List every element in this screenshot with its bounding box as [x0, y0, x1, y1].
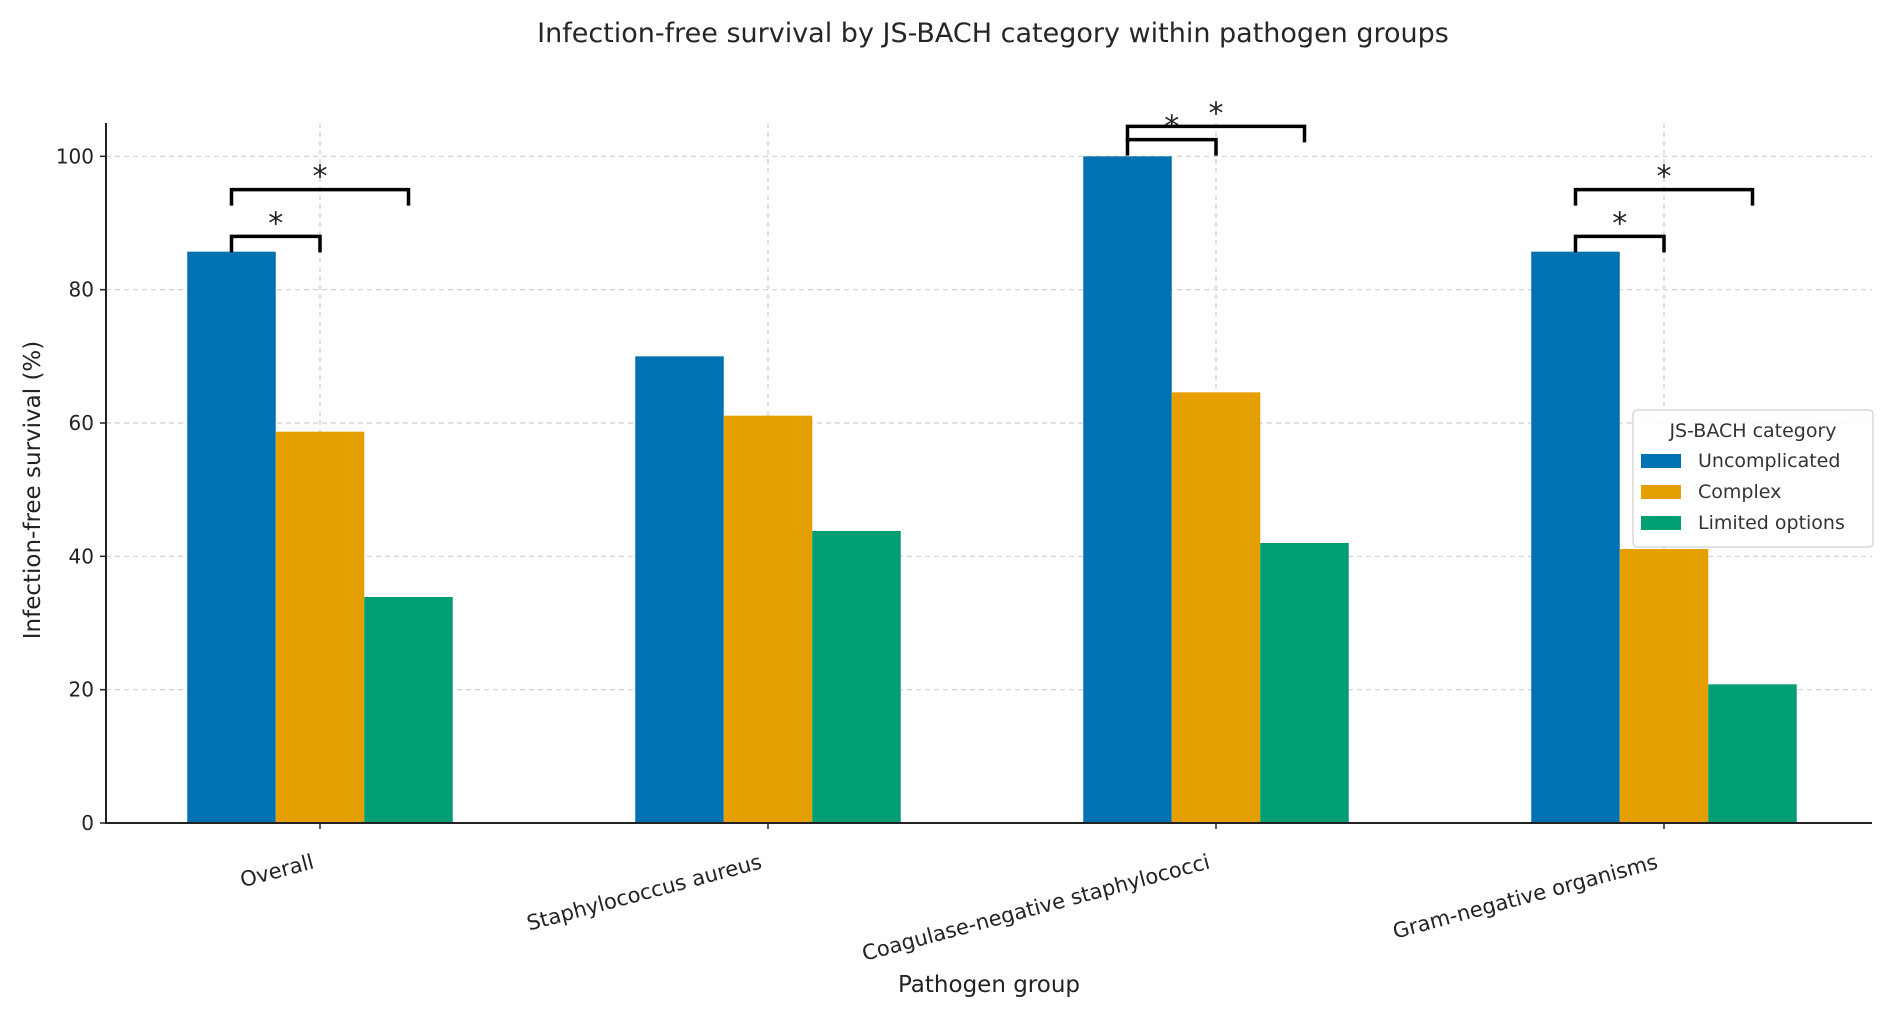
- y-tick-label: 100: [56, 144, 94, 168]
- significance-bracket: [229, 187, 411, 206]
- chart-title: Infection-free survival by JS-BACH categ…: [537, 18, 1449, 49]
- legend-swatch: [1641, 485, 1681, 499]
- significance-bracket: [1125, 137, 1218, 156]
- bar-uncomplicated-1: [635, 356, 724, 823]
- bar-complex-1: [723, 415, 813, 823]
- legend-entry: Uncomplicated: [1698, 450, 1840, 472]
- bar-complex-2: [1171, 392, 1261, 823]
- y-tick-label: 0: [81, 811, 94, 835]
- x-tick-label: Gram-negative organisms: [1390, 850, 1660, 944]
- bar-complex-0: [275, 431, 365, 823]
- y-tick-label: 40: [69, 544, 94, 568]
- significance-bracket: [1125, 124, 1307, 143]
- x-tick-label: Coagulase-negative staphylococci: [860, 850, 1213, 966]
- significance-bracket: [1573, 187, 1755, 206]
- bar-limited-options-0: [364, 597, 453, 823]
- legend-entry: Limited options: [1698, 512, 1845, 534]
- legend-swatch: [1641, 516, 1681, 530]
- bars: [187, 156, 1797, 824]
- bar-limited-options-2: [1260, 543, 1349, 823]
- bar-uncomplicated-2: [1083, 156, 1172, 824]
- legend: JS-BACH category Uncomplicated Complex Limi…: [1632, 409, 1874, 548]
- y-ticks: 0 20 40 60 80 100: [56, 144, 106, 835]
- bar-uncomplicated-0: [187, 251, 276, 823]
- legend-box: [1632, 409, 1874, 548]
- axes: [105, 123, 1872, 824]
- y-tick-label: 80: [69, 278, 94, 302]
- bar-limited-options-3: [1708, 684, 1797, 823]
- legend-title: JS-BACH category: [1668, 420, 1836, 442]
- significance-star: *: [1612, 206, 1627, 241]
- y-tick-label: 60: [69, 411, 94, 435]
- significance-star: *: [313, 160, 328, 195]
- bar-complex-3: [1619, 549, 1709, 823]
- significance-star: *: [1209, 96, 1224, 131]
- bar-uncomplicated-3: [1531, 251, 1620, 823]
- y-axis-label: Infection-free survival (%): [20, 341, 46, 640]
- significance-star: *: [1657, 160, 1672, 195]
- x-tick-label: Overall: [238, 850, 317, 893]
- bar-limited-options-1: [812, 531, 901, 823]
- significance-star: *: [268, 206, 283, 241]
- legend-swatch: [1641, 454, 1681, 468]
- significance-bracket: [1573, 234, 1666, 253]
- significance-brackets: *** ***: [229, 96, 1755, 253]
- significance-bracket: [229, 234, 322, 253]
- x-axis-label: Pathogen group: [898, 972, 1080, 998]
- y-tick-label: 20: [69, 678, 94, 702]
- x-tick-label: Staphylococcus aureus: [524, 850, 764, 936]
- legend-entry: Complex: [1698, 481, 1781, 503]
- x-ticks: Overall Staphylococcus aureus Coagulase-ne…: [238, 823, 1665, 966]
